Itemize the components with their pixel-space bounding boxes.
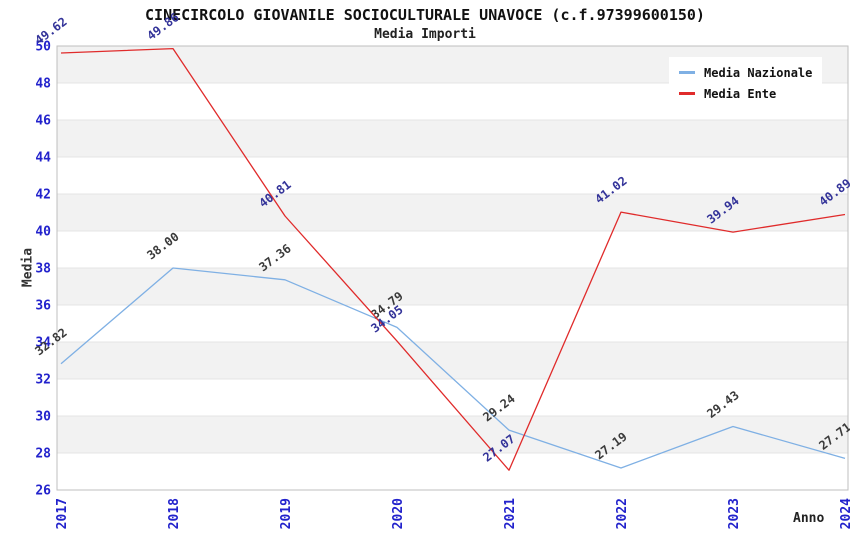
x-tick-label: 2018 bbox=[167, 498, 182, 529]
y-tick-label: 30 bbox=[35, 410, 51, 425]
x-tick-label: 2022 bbox=[615, 498, 630, 529]
legend: Media Nazionale Media Ente bbox=[669, 57, 823, 110]
y-axis-title: Media bbox=[20, 247, 36, 288]
media-ente-line-swatch-icon bbox=[679, 92, 695, 95]
grid-band bbox=[57, 194, 848, 231]
x-tick-label: 2020 bbox=[391, 498, 406, 529]
y-tick-label: 36 bbox=[35, 299, 51, 314]
x-tick-label: 2017 bbox=[55, 498, 70, 529]
plot-border bbox=[56, 45, 849, 491]
y-tick-label: 40 bbox=[35, 225, 51, 240]
legend-label-media-nazionale: Media Nazionale bbox=[704, 65, 813, 80]
y-tick-label: 34 bbox=[35, 336, 51, 351]
x-tick-label: 2021 bbox=[503, 498, 518, 529]
series-line-media-ente bbox=[60, 47, 846, 471]
series-line-media-nazionale bbox=[60, 267, 846, 469]
grid-band bbox=[57, 268, 848, 305]
y-tick-label: 44 bbox=[35, 151, 51, 166]
point-label: 49.62 bbox=[32, 15, 69, 48]
grid-band bbox=[57, 120, 848, 157]
chart-title: CINECIRCOLO GIOVANILE SOCIOCULTURALE UNA… bbox=[145, 6, 705, 24]
media-nazionale-line-swatch-icon bbox=[679, 71, 695, 74]
point-label: 49.86 bbox=[144, 10, 181, 43]
x-tick-label: 2019 bbox=[279, 498, 294, 529]
point-label: 38.00 bbox=[144, 229, 181, 262]
y-tick-label: 46 bbox=[35, 114, 51, 129]
y-tick-label: 38 bbox=[35, 262, 51, 277]
chart-subtitle: Media Importi bbox=[374, 27, 476, 42]
y-tick-label: 26 bbox=[35, 484, 51, 499]
legend-item-media-nazionale: Media Nazionale bbox=[679, 62, 812, 83]
grid-band bbox=[57, 416, 848, 453]
x-axis-title: Anno bbox=[793, 511, 825, 526]
grid-band bbox=[57, 342, 848, 379]
y-tick-label: 28 bbox=[35, 447, 51, 462]
x-tick-label: 2024 bbox=[839, 498, 850, 529]
legend-item-media-ente: Media Ente bbox=[679, 83, 812, 104]
y-tick-label: 42 bbox=[35, 188, 51, 203]
legend-label-media-ente: Media Ente bbox=[704, 86, 777, 101]
y-tick-label: 32 bbox=[35, 373, 51, 388]
y-tick-label: 50 bbox=[35, 40, 51, 55]
x-tick-label: 2023 bbox=[727, 498, 742, 529]
y-tick-label: 48 bbox=[35, 77, 51, 92]
